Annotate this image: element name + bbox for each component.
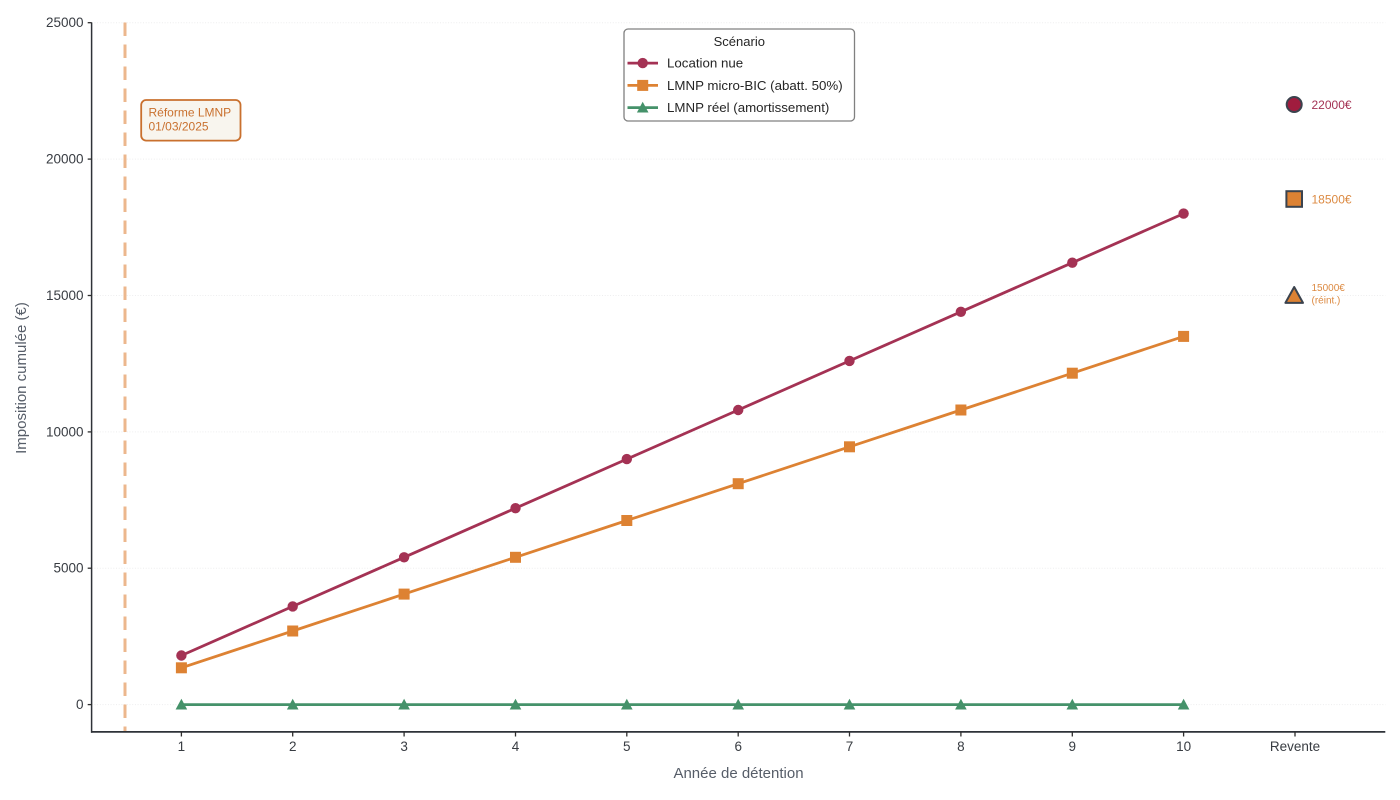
svg-text:Location nue: Location nue <box>667 56 743 71</box>
svg-text:10000: 10000 <box>46 424 84 439</box>
svg-text:25000: 25000 <box>46 15 84 30</box>
svg-text:5: 5 <box>623 739 631 754</box>
svg-text:4: 4 <box>512 739 520 754</box>
svg-text:(réint.): (réint.) <box>1312 296 1341 307</box>
svg-text:5000: 5000 <box>53 561 83 576</box>
svg-text:01/03/2025: 01/03/2025 <box>149 120 209 134</box>
svg-text:10: 10 <box>1176 739 1191 754</box>
svg-text:0: 0 <box>76 697 84 712</box>
svg-text:Revente: Revente <box>1270 739 1320 754</box>
svg-text:7: 7 <box>846 739 854 754</box>
svg-text:Année de détention: Année de détention <box>673 765 803 782</box>
svg-text:3: 3 <box>400 739 408 754</box>
svg-text:LMNP réel (amortissement): LMNP réel (amortissement) <box>667 100 829 115</box>
svg-text:LMNP micro-BIC (abatt. 50%): LMNP micro-BIC (abatt. 50%) <box>667 78 843 93</box>
svg-text:1: 1 <box>178 739 186 754</box>
svg-text:18500€: 18500€ <box>1312 192 1352 206</box>
svg-text:8: 8 <box>957 739 965 754</box>
svg-text:15000€: 15000€ <box>1312 283 1346 294</box>
svg-text:22000€: 22000€ <box>1312 98 1352 112</box>
svg-text:2: 2 <box>289 739 297 754</box>
svg-text:Scénario: Scénario <box>714 34 765 49</box>
svg-text:Réforme LMNP: Réforme LMNP <box>149 106 232 120</box>
svg-text:15000: 15000 <box>46 288 84 303</box>
svg-text:20000: 20000 <box>46 152 84 167</box>
svg-text:Imposition cumulée (€): Imposition cumulée (€) <box>13 302 30 454</box>
svg-text:9: 9 <box>1069 739 1077 754</box>
svg-text:6: 6 <box>734 739 742 754</box>
